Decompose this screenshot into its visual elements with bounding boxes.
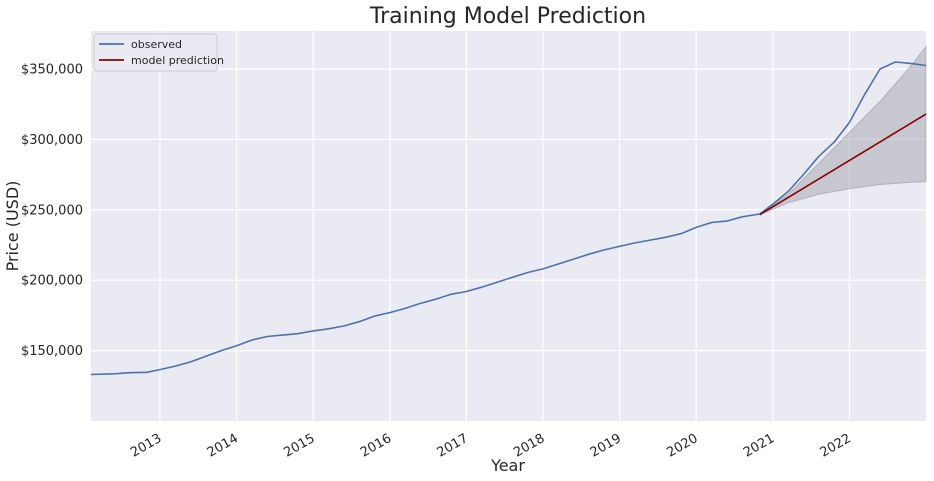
x-tick-label: 2014 xyxy=(205,431,241,461)
x-tick-label: 2016 xyxy=(358,431,394,461)
legend-box xyxy=(93,33,218,72)
legend-prediction-label: model prediction xyxy=(131,54,224,67)
x-tick-label: 2015 xyxy=(281,431,317,461)
y-tick-label: $150,000 xyxy=(21,344,83,359)
series-line-0 xyxy=(90,61,927,376)
y-tick-labels: $150,000 $200,000 $250,000 $300,000 $350,000 xyxy=(21,63,83,360)
y-tick-label: $300,000 xyxy=(21,133,83,148)
chart-title: Training Model Prediction xyxy=(369,4,646,29)
x-tick-label: 2017 xyxy=(435,431,471,461)
legend: observed model prediction xyxy=(93,33,224,72)
x-tick-label: 2019 xyxy=(588,431,624,461)
confidence-band-area xyxy=(759,45,927,216)
x-axis-label: Year xyxy=(490,456,525,475)
plot-area xyxy=(91,31,926,421)
x-tick-label: 2022 xyxy=(818,431,854,461)
legend-observed-label: observed xyxy=(131,38,182,51)
series-line-1 xyxy=(759,113,927,216)
confidence-band xyxy=(759,45,927,216)
y-tick-label: $250,000 xyxy=(21,203,83,218)
y-tick-label: $350,000 xyxy=(21,63,83,78)
x-tick-label: 2013 xyxy=(128,431,164,461)
x-tick-label: 2021 xyxy=(741,431,777,461)
y-axis-label: Price (USD) xyxy=(3,181,22,272)
series-lines xyxy=(90,61,927,376)
grid xyxy=(91,31,926,421)
y-tick-label: $200,000 xyxy=(21,274,83,289)
x-tick-label: 2020 xyxy=(664,431,700,461)
